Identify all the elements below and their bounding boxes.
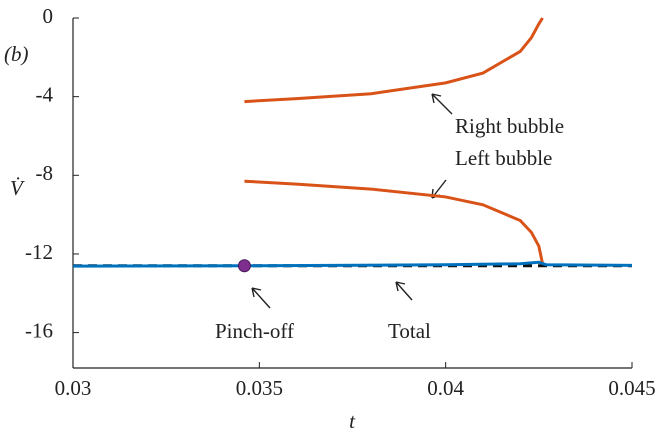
x-tick-label: 0.04 — [427, 376, 464, 400]
series-line — [244, 17, 544, 104]
x-tick-label: 0.03 — [55, 376, 92, 400]
y-tick-label: -4 — [36, 82, 54, 106]
y-tick-label: -16 — [25, 318, 53, 342]
point-marker — [237, 259, 251, 273]
annotation: Total — [388, 319, 431, 343]
series-line — [72, 260, 633, 268]
y-tick-label: -12 — [25, 240, 53, 264]
y-tick-label: 0 — [43, 4, 54, 28]
annotation: Right bubble — [455, 114, 564, 138]
x-axis-label: t — [349, 409, 356, 433]
annotation-arrows — [251, 93, 453, 309]
annotation: Pinch-off — [215, 319, 294, 343]
y-axis-label: V̇ — [10, 176, 25, 200]
x-tick-label: 0.045 — [608, 376, 655, 400]
x-tick-label: 0.035 — [236, 376, 283, 400]
series-line — [244, 179, 545, 265]
panel-label: (b) — [4, 42, 29, 66]
annotation: Left bubble — [455, 146, 552, 170]
y-tick-label: -8 — [36, 161, 54, 185]
